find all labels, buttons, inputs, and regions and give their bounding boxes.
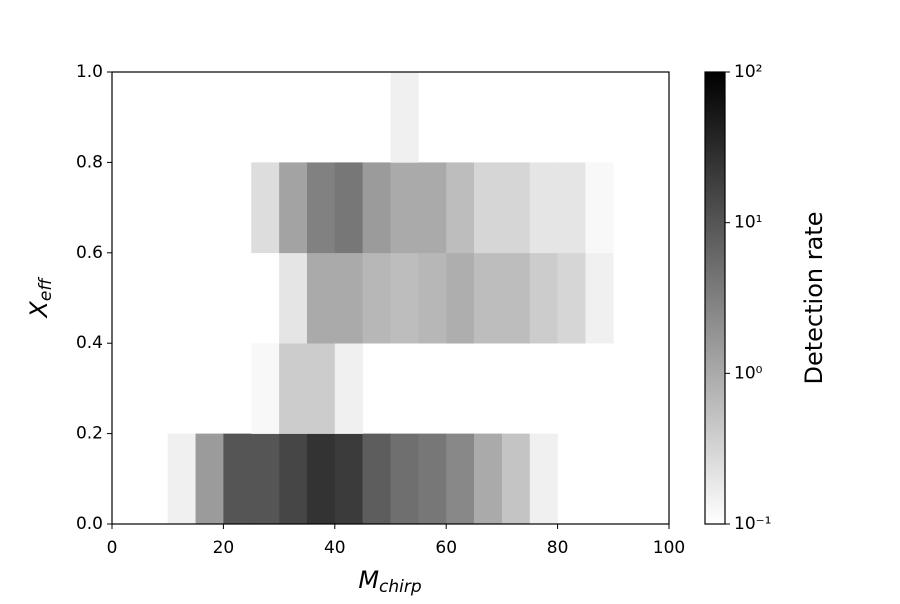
cell — [362, 162, 391, 254]
colorbar — [704, 71, 726, 525]
colorbar-label: Detection rate — [800, 212, 828, 385]
cell — [529, 433, 558, 525]
x-axis-label: Mchirp — [358, 566, 422, 597]
y-tick-label: 0.6 — [76, 243, 103, 263]
cell — [557, 162, 586, 254]
x-label-main: M — [358, 566, 379, 594]
cell — [390, 162, 419, 254]
y-label-sub: eff — [36, 277, 56, 301]
x-tick-label: 60 — [435, 538, 457, 558]
cell — [306, 162, 336, 254]
cell — [557, 252, 586, 344]
colorbar-tick-label: 10² — [734, 62, 762, 82]
colorbar-tick-label: 10⁻¹ — [734, 514, 771, 534]
cell — [334, 433, 363, 525]
cell — [251, 433, 280, 525]
cell — [306, 433, 336, 525]
cell — [474, 433, 503, 525]
x-tick-label: 80 — [547, 538, 569, 558]
cell — [334, 162, 363, 254]
cell — [279, 433, 308, 525]
cell — [474, 162, 503, 254]
y-label-main: X — [25, 301, 53, 320]
cell — [195, 433, 224, 525]
cell — [251, 343, 280, 434]
cell — [334, 343, 363, 434]
y-axis-label: Xeff — [25, 277, 56, 320]
x-tick-label: 40 — [324, 538, 346, 558]
cell — [306, 252, 336, 344]
x-label-sub: chirp — [379, 577, 422, 597]
cell — [501, 162, 531, 254]
cell — [585, 162, 614, 254]
cell — [390, 72, 419, 163]
cell — [362, 252, 391, 344]
cell — [279, 162, 308, 254]
cell — [474, 252, 503, 344]
y-tick-label: 1.0 — [76, 62, 103, 82]
cell — [585, 252, 614, 344]
cell — [418, 162, 447, 254]
y-tick-label: 0.8 — [76, 152, 103, 172]
cell — [501, 433, 531, 525]
cell — [390, 433, 419, 525]
cell — [390, 252, 419, 344]
cell — [167, 433, 196, 525]
cell — [279, 343, 308, 434]
cell — [418, 252, 447, 344]
y-tick-label: 0.0 — [76, 514, 103, 534]
y-tick-label: 0.2 — [76, 424, 103, 444]
cell — [529, 162, 558, 254]
cell — [529, 252, 558, 344]
cell — [279, 252, 308, 344]
cell — [362, 433, 391, 525]
cell — [446, 252, 475, 344]
colorbar-tick-label: 10¹ — [734, 213, 762, 233]
cell — [418, 433, 447, 525]
cell — [501, 252, 531, 344]
y-tick-label: 0.4 — [76, 333, 103, 353]
x-tick-label: 0 — [107, 538, 118, 558]
cell — [223, 433, 252, 525]
plot-frame — [111, 71, 670, 525]
cell — [334, 252, 363, 344]
cell — [306, 343, 336, 434]
x-tick-label: 100 — [653, 538, 685, 558]
cells — [167, 72, 614, 525]
colorbar-tick-label: 10⁰ — [734, 363, 763, 383]
cell — [446, 433, 475, 525]
cell — [251, 162, 280, 254]
x-tick-label: 20 — [213, 538, 235, 558]
cell — [446, 162, 475, 254]
